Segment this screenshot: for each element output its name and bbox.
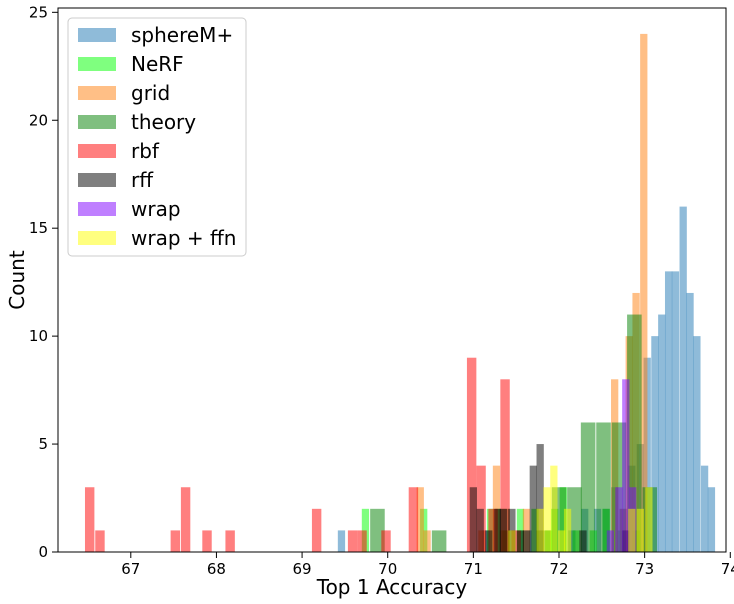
bar-3-0 <box>370 508 385 552</box>
bar-4-6 <box>311 508 322 552</box>
bar-4-0 <box>84 487 95 552</box>
bar-4-4 <box>202 530 212 552</box>
bar-7-6 <box>628 508 636 552</box>
bar-4-8 <box>357 530 367 552</box>
bar-7-4 <box>557 530 566 552</box>
bar-7-0 <box>508 530 516 552</box>
x-tick-label-3: 70 <box>378 560 397 578</box>
y-axis-ticks: 0 5 10 15 20 25 <box>29 3 58 561</box>
y-tick-label-0: 0 <box>38 543 48 561</box>
histogram-bars <box>84 33 716 552</box>
legend: sphereM+ NeRF grid theory rbf rff wrap wrap + f… <box>67 17 247 257</box>
bar-4-7 <box>347 530 358 552</box>
bar-4-13 <box>488 508 498 552</box>
bar-5-3 <box>493 508 501 552</box>
bar-6-0 <box>606 530 615 552</box>
bar-5-6 <box>516 530 525 552</box>
x-tick-label-5: 72 <box>549 560 568 578</box>
bar-0-14 <box>651 336 659 552</box>
bar-0-15 <box>658 314 666 552</box>
legend-swatch-6 <box>78 202 116 216</box>
legend-label-3: theory <box>131 110 196 134</box>
legend-swatch-2 <box>78 86 116 100</box>
y-tick-label-3: 15 <box>29 219 48 237</box>
bar-4-15 <box>511 530 521 552</box>
bar-7-1 <box>536 508 544 552</box>
bar-5-10 <box>579 530 587 552</box>
bar-0-18 <box>679 206 687 552</box>
bar-5-8 <box>529 465 537 552</box>
bar-0-21 <box>700 465 709 552</box>
x-tick-label-1: 68 <box>207 560 226 578</box>
bar-7-3 <box>550 465 558 552</box>
bar-2-0 <box>416 487 424 552</box>
legend-swatch-4 <box>78 144 116 158</box>
bar-3-1 <box>431 530 447 552</box>
y-axis-label: Count <box>5 250 29 310</box>
x-tick-label-0: 67 <box>121 560 140 578</box>
x-tick-label-4: 71 <box>464 560 483 578</box>
bar-4-1 <box>95 530 105 552</box>
x-axis-label: Top 1 Accuracy <box>316 575 468 599</box>
bar-5-0 <box>469 487 477 552</box>
bar-4-9 <box>381 530 391 552</box>
y-tick-label-2: 10 <box>29 327 48 345</box>
bar-0-16 <box>664 271 673 552</box>
legend-label-5: rff <box>131 168 154 192</box>
bar-0-17 <box>671 271 680 552</box>
legend-frame <box>67 17 247 257</box>
bar-5-7 <box>522 530 531 552</box>
y-tick-label-1: 5 <box>38 435 48 453</box>
bar-4-2 <box>170 530 181 552</box>
x-axis-ticks: 67 68 69 70 71 72 73 74 <box>121 552 734 578</box>
legend-label-7: wrap + ffn <box>131 226 236 250</box>
bar-2-1 <box>423 530 431 552</box>
bar-7-5 <box>563 508 572 552</box>
legend-label-2: grid <box>131 81 170 105</box>
bar-4-14 <box>500 379 510 552</box>
bar-0-0 <box>337 530 346 552</box>
plot-frame <box>57 7 727 553</box>
legend-swatch-5 <box>78 173 116 187</box>
bar-3-7 <box>596 422 611 552</box>
bar-0-22 <box>707 487 716 552</box>
bar-0-19 <box>686 292 694 552</box>
x-tick-label-6: 73 <box>635 560 654 578</box>
bar-5-9 <box>536 444 544 552</box>
y-tick-label-5: 25 <box>29 3 48 21</box>
bar-4-11 <box>466 357 477 552</box>
bar-2-10 <box>640 33 648 552</box>
bar-5-1 <box>476 508 484 552</box>
bar-2-3 <box>492 465 501 552</box>
legend-label-4: rbf <box>131 139 160 163</box>
bar-7-7 <box>636 508 644 552</box>
bar-4-5 <box>225 530 235 552</box>
legend-swatch-7 <box>78 231 116 245</box>
legend-swatch-1 <box>78 57 116 71</box>
bar-6-1 <box>615 487 623 552</box>
legend-label-0: sphereM+ <box>131 23 233 47</box>
legend-swatch-0 <box>78 28 116 42</box>
bar-6-2 <box>622 379 630 552</box>
bar-4-12 <box>476 465 486 552</box>
x-tick-label-7: 74 <box>721 560 734 578</box>
bar-0-20 <box>693 336 701 552</box>
legend-label-1: NeRF <box>131 52 184 76</box>
bar-3-6 <box>580 422 596 552</box>
legend-swatch-3 <box>78 115 116 129</box>
y-tick-label-4: 20 <box>29 111 48 129</box>
x-tick-label-2: 69 <box>293 560 312 578</box>
legend-label-6: wrap <box>131 197 181 221</box>
bar-5-2 <box>485 530 493 552</box>
bar-7-8 <box>645 487 653 552</box>
bar-5-4 <box>499 508 507 552</box>
bar-4-10 <box>408 487 419 552</box>
bar-4-3 <box>180 487 191 552</box>
bar-7-2 <box>543 487 551 552</box>
